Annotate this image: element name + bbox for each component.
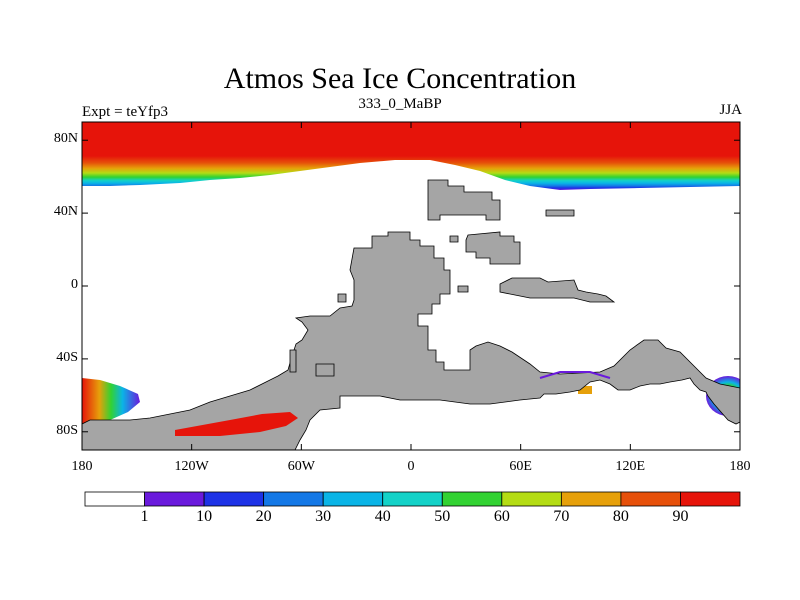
- land-island-small: [545, 209, 575, 217]
- lon-tick-label: 180: [71, 459, 93, 474]
- land-mask: [82, 179, 740, 450]
- colorbar-level-label: 60: [493, 508, 510, 525]
- lat-tick-label: 40S: [56, 349, 78, 365]
- colorbar-swatch: [382, 491, 443, 507]
- land-tropics-chain: [499, 277, 616, 303]
- colorbar-swatch: [560, 491, 622, 507]
- lat-tick-label: 80S: [56, 422, 78, 438]
- colorbar-swatch: [322, 491, 384, 507]
- plot-title: Atmos Sea Ice Concentration: [223, 62, 577, 95]
- land-island-west: [457, 285, 469, 293]
- colorbar-swatch: [144, 491, 205, 507]
- colorbar: [84, 491, 741, 507]
- lat-tick-label: 0: [71, 277, 78, 292]
- axis-ticks: [81, 122, 741, 450]
- lat-tick-label: 80N: [53, 131, 78, 147]
- arctic-sea-ice: [82, 122, 740, 190]
- colorbar-level-label: 80: [612, 508, 629, 525]
- colorbar-swatch: [441, 491, 503, 507]
- land-asia-south: [465, 231, 521, 265]
- lat-tick-label: 40N: [53, 204, 78, 220]
- colorbar-level-label: 1: [140, 508, 149, 525]
- lon-tick-label: 60W: [287, 459, 315, 474]
- lon-tick-label: 0: [407, 459, 415, 474]
- colorbar-level-label: 30: [315, 508, 332, 525]
- land-island-tiny: [449, 235, 459, 243]
- lon-tick-label: 120E: [615, 459, 646, 474]
- land-island-west2: [337, 293, 347, 303]
- lon-tick-label: 60E: [509, 459, 532, 474]
- land-asia-north: [427, 179, 501, 221]
- colorbar-swatch: [203, 491, 265, 507]
- sea-ice-southwest: [82, 378, 140, 424]
- center-string: 333_0_MaBP: [358, 96, 442, 112]
- colorbar-swatch: [680, 491, 741, 507]
- lon-tick-label: 180: [729, 459, 751, 474]
- colorbar-level-label: 40: [374, 508, 391, 525]
- antarctic-ice-overlay: [175, 412, 298, 436]
- left-string: Expt = teYfp3: [82, 104, 168, 120]
- colorbar-level-label: 20: [255, 508, 272, 525]
- land-sliver-west: [289, 349, 297, 373]
- colorbar-swatch: [501, 491, 562, 507]
- right-string: JJA: [719, 102, 742, 118]
- colorbar-swatch: [620, 491, 681, 507]
- colorbar-swatch: [84, 491, 145, 507]
- colorbar-level-label: 70: [553, 508, 570, 525]
- antarctic-ice-ring: [539, 371, 611, 379]
- lon-tick-label: 120W: [174, 459, 209, 474]
- land-sliver-mid: [315, 363, 335, 377]
- colorbar-level-label: 10: [196, 508, 213, 525]
- land-pangaea: [82, 231, 740, 450]
- colorbar-level-label: 50: [434, 508, 451, 525]
- colorbar-swatch: [263, 491, 324, 507]
- map-content: [82, 122, 740, 450]
- colorbar-level-label: 90: [672, 508, 689, 525]
